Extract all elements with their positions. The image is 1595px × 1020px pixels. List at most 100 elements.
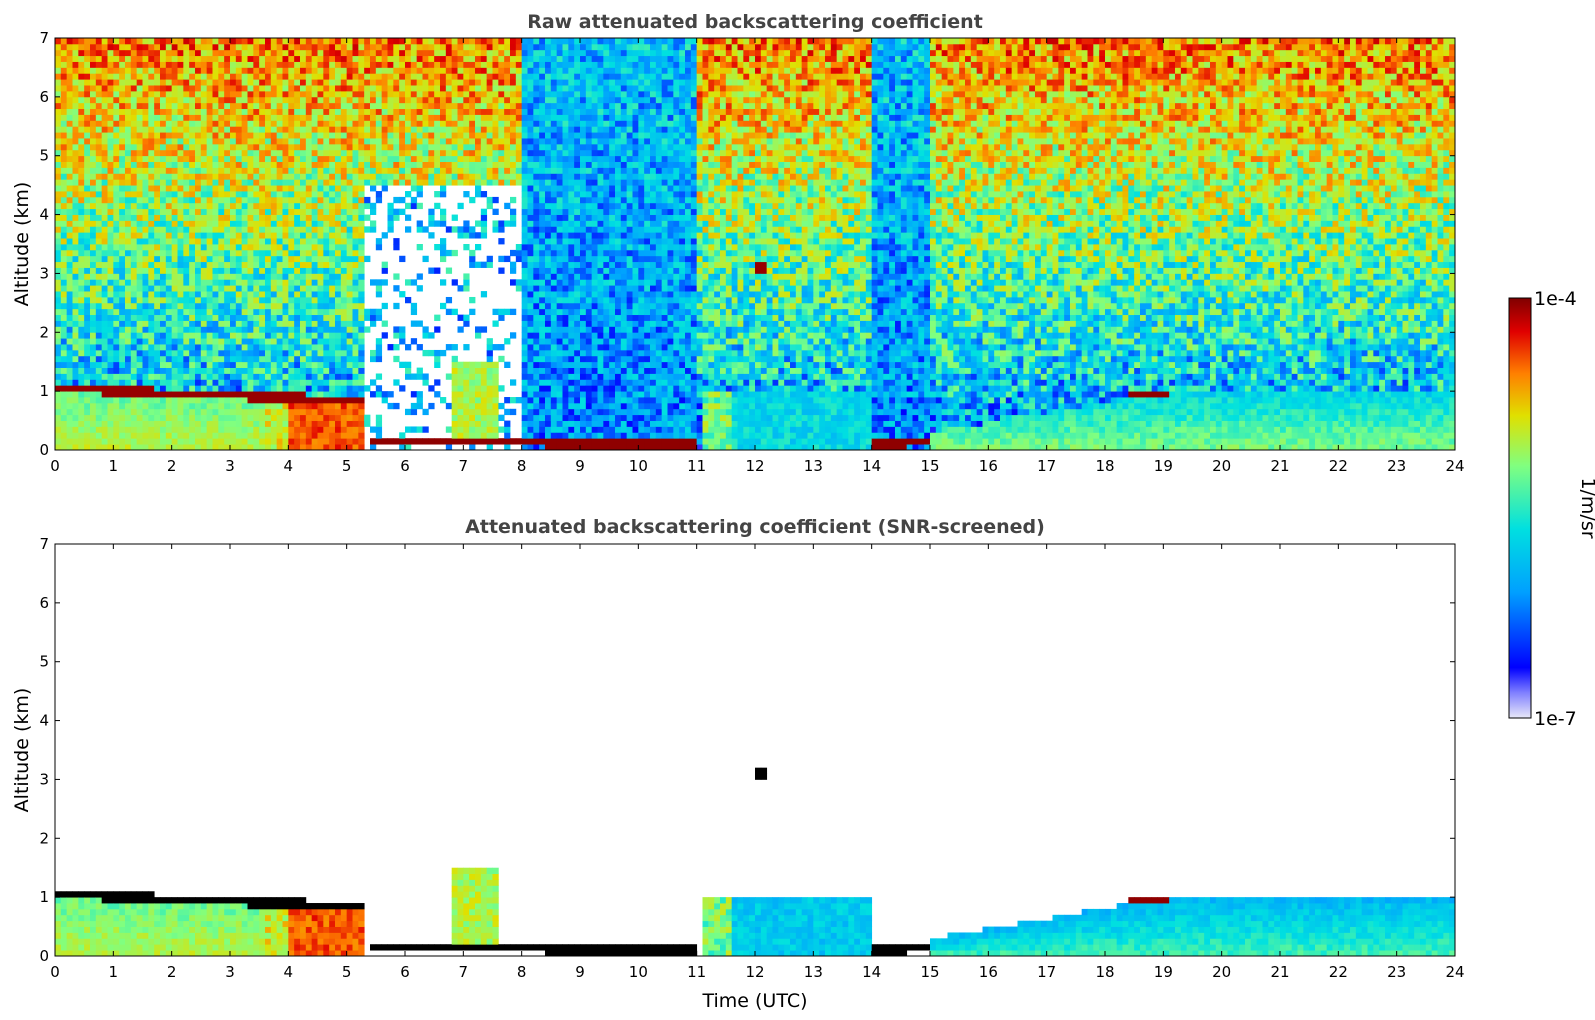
heatmap-cell: [171, 444, 178, 450]
heatmap-cell: [422, 120, 429, 127]
heatmap-cell: [189, 349, 196, 357]
heatmap-cell: [445, 61, 453, 68]
heatmap-cell: [311, 138, 318, 145]
heatmap-cell: [72, 414, 79, 421]
heatmap-cell: [329, 138, 336, 145]
heatmap-cell: [235, 285, 243, 292]
heatmap-cell: [370, 90, 377, 98]
heatmap-cell: [364, 155, 371, 162]
heatmap-cell: [218, 408, 225, 416]
heatmap-cell: [515, 173, 523, 180]
heatmap-cell: [521, 96, 528, 104]
heatmap-cell: [416, 61, 423, 68]
heatmap-cell: [241, 155, 248, 162]
heatmap-cell: [463, 85, 470, 92]
heatmap-cell: [247, 432, 254, 439]
heatmap-cell: [224, 108, 231, 115]
heatmap-cell: [142, 349, 149, 357]
heatmap-cell: [486, 143, 493, 151]
heatmap-cell: [218, 444, 225, 450]
heatmap-cell: [95, 308, 103, 316]
heatmap-cell: [160, 232, 167, 239]
heatmap-cell: [195, 414, 202, 421]
heatmap-cell: [381, 143, 388, 151]
heatmap-cell: [72, 244, 79, 251]
heatmap-cell: [533, 244, 540, 251]
heatmap-cell: [504, 438, 511, 445]
heatmap-cell: [282, 279, 289, 286]
heatmap-cell: [189, 338, 196, 345]
heatmap-cell: [253, 261, 260, 268]
heatmap-cell: [311, 79, 318, 86]
heatmap-cell: [335, 85, 342, 92]
heatmap-cell: [55, 273, 62, 280]
heatmap-cell: [294, 296, 301, 304]
heatmap-cell: [142, 408, 149, 416]
heatmap-cell: [154, 244, 161, 251]
heatmap-cell: [346, 191, 353, 198]
heatmap-cell: [346, 344, 353, 351]
heatmap-cell: [521, 438, 528, 445]
heatmap-cell: [323, 367, 330, 374]
heatmap-cell: [259, 143, 266, 151]
heatmap-cell: [130, 208, 138, 215]
heatmap-cell: [440, 191, 447, 198]
heatmap-cell: [259, 261, 266, 268]
heatmap-cell: [364, 214, 371, 221]
heatmap-cell: [224, 226, 231, 233]
heatmap-cell: [235, 349, 243, 357]
heatmap-cell: [142, 102, 149, 110]
heatmap-cell: [521, 73, 528, 80]
heatmap-cell: [300, 391, 307, 398]
heatmap-cell: [72, 226, 79, 233]
heatmap-cell: [206, 132, 213, 139]
heatmap-cell: [142, 79, 149, 86]
heatmap-cell: [171, 344, 178, 351]
heatmap-cell: [533, 255, 540, 263]
heatmap-cell: [370, 43, 377, 51]
heatmap-cell: [259, 232, 266, 239]
heatmap-cell: [230, 261, 237, 268]
heatmap-cell: [527, 438, 534, 445]
heatmap-cell: [311, 238, 318, 245]
heatmap-cell: [230, 438, 237, 445]
heatmap-cell: [60, 114, 68, 121]
heatmap-cell: [84, 232, 91, 239]
heatmap-cell: [212, 43, 219, 51]
heatmap-cell: [469, 155, 476, 162]
heatmap-cell: [66, 314, 73, 321]
heatmap-cell: [224, 320, 231, 327]
heatmap-cell: [282, 379, 289, 386]
heatmap-cell: [212, 279, 219, 286]
heatmap-cell: [288, 379, 295, 386]
heatmap-cell: [189, 232, 196, 239]
heatmap-cell: [393, 438, 400, 445]
heatmap-cell: [148, 432, 155, 439]
heatmap-cell: [358, 444, 365, 450]
heatmap-cell: [60, 249, 68, 257]
heatmap-cell: [300, 332, 307, 339]
heatmap-cell: [300, 255, 307, 263]
heatmap-cell: [305, 379, 313, 386]
heatmap-cell: [90, 355, 97, 363]
heatmap-cell: [358, 49, 365, 57]
heatmap-cell: [247, 120, 254, 127]
heatmap-cell: [276, 196, 283, 204]
heatmap-cell: [358, 143, 365, 151]
heatmap-cell: [521, 220, 528, 227]
heatmap-cell: [148, 349, 155, 357]
heatmap-cell: [311, 338, 318, 345]
heatmap-cell: [428, 43, 435, 51]
heatmap-cell: [288, 43, 295, 51]
heatmap-cell: [340, 426, 348, 433]
heatmap-cell: [410, 302, 418, 310]
heatmap-cell: [60, 255, 68, 263]
heatmap-cell: [305, 308, 313, 316]
heatmap-cell: [241, 361, 248, 368]
heatmap-cell: [113, 373, 120, 380]
heatmap-cell: [177, 161, 184, 168]
heatmap-cell: [498, 90, 505, 98]
heatmap-cell: [457, 102, 464, 110]
heatmap-cell: [480, 55, 488, 62]
heatmap-cell: [451, 49, 458, 57]
